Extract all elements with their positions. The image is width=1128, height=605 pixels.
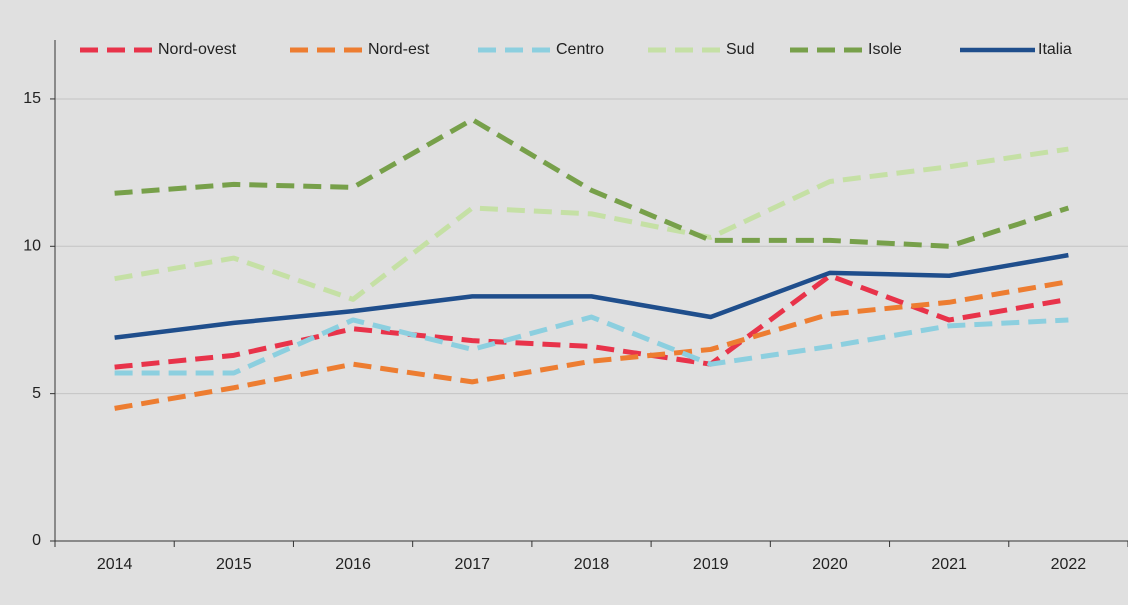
series-line bbox=[114, 252, 1069, 340]
y-tick-label: 5 bbox=[32, 385, 41, 402]
legend-label: Nord-ovest bbox=[158, 41, 237, 58]
x-tick-label: 2016 bbox=[335, 556, 371, 573]
legend-label: Centro bbox=[556, 41, 604, 58]
series-line bbox=[114, 314, 1069, 376]
x-tick-label: 2018 bbox=[574, 556, 610, 573]
legend-label: Italia bbox=[1038, 41, 1072, 58]
legend-label: Nord-est bbox=[368, 41, 430, 58]
x-tick-label: 2014 bbox=[97, 556, 133, 573]
y-tick-label: 0 bbox=[32, 532, 41, 549]
legend-label: Sud bbox=[726, 41, 754, 58]
y-tick-label: 15 bbox=[23, 90, 41, 107]
x-tick-label: 2020 bbox=[812, 556, 848, 573]
x-tick-label: 2019 bbox=[693, 556, 729, 573]
x-tick-label: 2021 bbox=[931, 556, 967, 573]
legend-label: Isole bbox=[868, 41, 902, 58]
x-tick-label: 2015 bbox=[216, 556, 252, 573]
x-tick-label: 2022 bbox=[1051, 556, 1087, 573]
x-tick-label: 2017 bbox=[454, 556, 490, 573]
series-line bbox=[114, 146, 1069, 302]
y-tick-label: 10 bbox=[23, 238, 41, 255]
series-line bbox=[114, 117, 1070, 249]
